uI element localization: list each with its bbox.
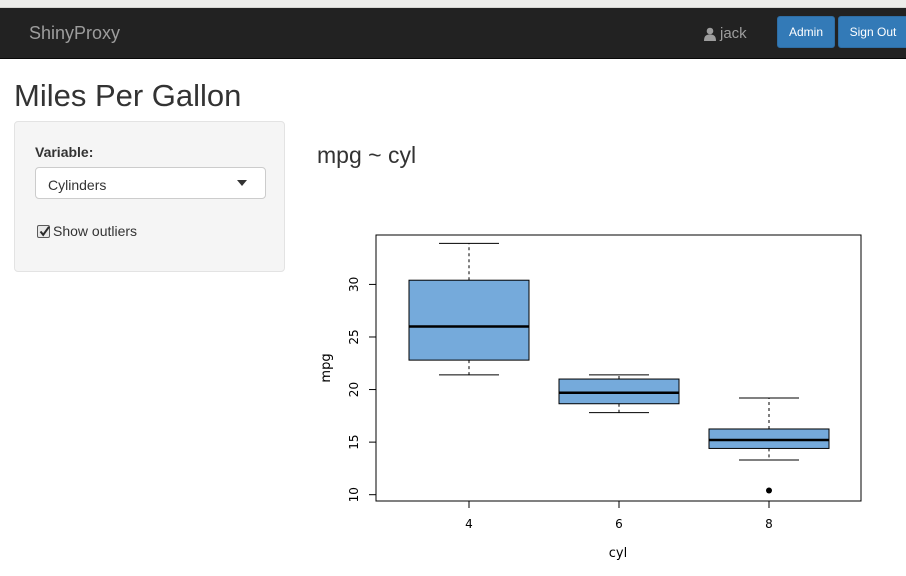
box-4 [408,242,530,376]
user-name: jack [720,25,747,42]
page-title: Miles Per Gallon [14,78,242,113]
y-tick-label: 20 [347,382,361,397]
variable-select-value: Cylinders [48,177,107,193]
y-axis: 10 15 20 25 30 [347,277,377,502]
x-tick-label: 4 [465,517,473,531]
x-axis: 4 6 8 [465,500,773,531]
outlier-point-8-0 [766,487,772,494]
y-tick-label: 25 [347,329,361,344]
boxplot-chart: 10 15 20 25 30 4 6 8 cyl mpg [319,234,862,561]
box-body-6 [558,378,680,405]
show-outliers-checkbox[interactable]: Show outliers [37,223,137,239]
browser-top-strip [0,0,906,8]
variable-label: Variable: [35,144,94,160]
y-tick-label: 10 [347,487,361,502]
variable-select[interactable]: Cylinders [35,167,266,199]
brand-link[interactable]: ShinyProxy [29,23,121,43]
x-axis-label: cyl [609,546,627,561]
plot-title: mpg ~ cyl [317,142,417,168]
admin-button[interactable]: Admin [777,16,835,48]
caret-down-icon [237,180,247,186]
box-body-8 [708,428,830,449]
show-outliers-label: Show outliers [53,223,138,239]
user-menu[interactable]: jack [704,25,747,42]
box-body-4 [408,279,530,361]
y-tick-label: 30 [347,277,361,292]
x-tick-label: 8 [765,517,773,531]
navbar: ShinyProxy jack Admin Sign Out [0,8,906,59]
box-8 [708,397,830,494]
box-6 [558,374,680,414]
x-tick-label: 6 [615,517,623,531]
checkbox-checked-icon[interactable] [37,224,50,238]
y-tick-label: 15 [347,434,361,449]
y-axis-label: mpg [319,353,334,382]
sidebar-panel: Variable: Cylinders Show outliers [14,121,285,272]
user-icon [704,27,716,41]
boxes-group [408,242,830,494]
sign-out-button[interactable]: Sign Out [838,16,906,48]
plot-frame [375,234,862,502]
